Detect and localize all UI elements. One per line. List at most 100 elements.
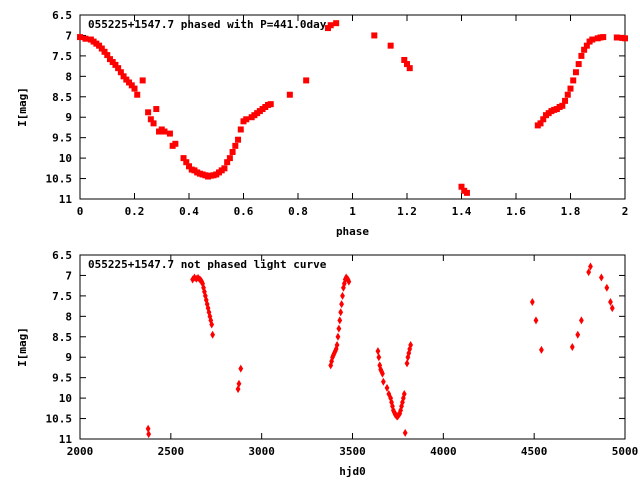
y-tick-label: 11 — [59, 193, 73, 206]
data-point — [236, 379, 242, 388]
x-tick-label: 1 — [349, 205, 356, 218]
data-point — [570, 77, 577, 84]
data-point — [134, 91, 141, 98]
data-point — [562, 97, 569, 104]
data-point — [336, 324, 342, 333]
data-point — [235, 136, 242, 143]
data-point — [115, 65, 122, 72]
data-point — [145, 109, 152, 116]
data-point — [575, 330, 581, 339]
data-point — [327, 22, 334, 29]
data-point — [579, 316, 584, 325]
x-tick-label: 3500 — [339, 445, 366, 458]
data-point — [112, 61, 119, 68]
data-point — [128, 82, 135, 89]
data-point — [161, 128, 168, 135]
data-point — [203, 295, 209, 304]
data-point — [539, 345, 544, 354]
data-point — [537, 120, 544, 127]
x-tick-label: 0.4 — [179, 205, 199, 218]
data-point — [145, 424, 151, 433]
data-point — [622, 35, 628, 42]
data-point — [600, 34, 607, 41]
data-point — [371, 32, 378, 39]
data-point — [180, 155, 187, 162]
x-tick-label: 4500 — [521, 445, 548, 458]
x-tick-label: 2000 — [67, 445, 94, 458]
data-point — [104, 52, 111, 59]
data-point — [408, 340, 414, 349]
data-point — [166, 130, 173, 137]
y-tick-label: 9 — [65, 351, 72, 364]
data-point — [586, 268, 592, 277]
data-point — [533, 316, 539, 325]
data-point — [404, 61, 410, 68]
y-tick-label: 11 — [59, 433, 73, 446]
y-tick-label: 10.5 — [46, 413, 73, 426]
data-point — [172, 140, 179, 147]
data-point — [529, 298, 535, 307]
data-point — [401, 390, 407, 399]
x-tick-label: 4000 — [430, 445, 457, 458]
data-point — [101, 48, 108, 55]
data-point — [380, 377, 386, 386]
x-tick-label: 0.2 — [125, 205, 145, 218]
data-point — [221, 165, 228, 172]
data-point — [329, 357, 335, 366]
data-point — [375, 347, 381, 356]
data-point — [267, 101, 274, 108]
y-tick-label: 7.5 — [52, 50, 72, 63]
data-point — [153, 106, 160, 113]
data-point — [224, 159, 231, 166]
data-point — [98, 45, 105, 52]
data-point — [609, 304, 615, 313]
data-point — [390, 402, 395, 411]
x-tick-label: 1.6 — [506, 205, 526, 218]
y-tick-label: 8 — [65, 310, 72, 323]
y-tick-label: 10 — [59, 392, 72, 405]
chart-title: 055225+1547.7 phased with P=441.0day — [88, 18, 327, 31]
unphased-light-curve-chart: 2000 2500 3000 3500 4000 4500 5000 6.5 7 7.5 8 8.5 9… — [16, 249, 638, 478]
x-tick-label: 0 — [77, 205, 84, 218]
data-point — [286, 91, 293, 98]
data-point — [598, 273, 604, 282]
data-point — [398, 406, 404, 415]
data-point — [120, 73, 127, 80]
data-point — [404, 359, 410, 368]
data-point — [334, 340, 340, 349]
data-point — [146, 430, 152, 439]
data-point — [303, 77, 310, 84]
x-tick-label: 1.2 — [397, 205, 417, 218]
y-tick-label: 10.5 — [46, 173, 73, 186]
data-point — [575, 61, 582, 68]
x-tick-label: 2500 — [158, 445, 185, 458]
y-tick-label: 7 — [65, 269, 72, 282]
data-point — [463, 189, 470, 196]
chart-title: 055225+1547.7 not phased light curve — [88, 258, 327, 271]
data-point — [608, 298, 613, 307]
data-point — [205, 304, 211, 313]
data-point — [578, 52, 585, 59]
data-point — [564, 91, 571, 98]
y-axis-label: I[mag] — [16, 327, 29, 367]
data-point — [377, 361, 383, 370]
data-point — [338, 308, 344, 317]
data-point — [190, 275, 196, 284]
data-point — [588, 262, 593, 271]
x-tick-label: 1.4 — [452, 205, 472, 218]
y-tick-label: 7.5 — [52, 290, 72, 303]
data-point — [604, 283, 610, 292]
data-point — [406, 65, 413, 72]
x-tick-label: 1.8 — [561, 205, 581, 218]
data-point — [192, 273, 197, 282]
y-tick-label: 9.5 — [52, 132, 72, 145]
data-point — [567, 85, 574, 92]
data-point — [402, 428, 408, 437]
data-point — [117, 69, 124, 76]
data-point — [380, 369, 385, 378]
data-point — [207, 312, 213, 321]
y-tick-label: 6.5 — [52, 9, 72, 22]
x-axis-label: phase — [336, 225, 369, 238]
data-point — [183, 159, 190, 166]
